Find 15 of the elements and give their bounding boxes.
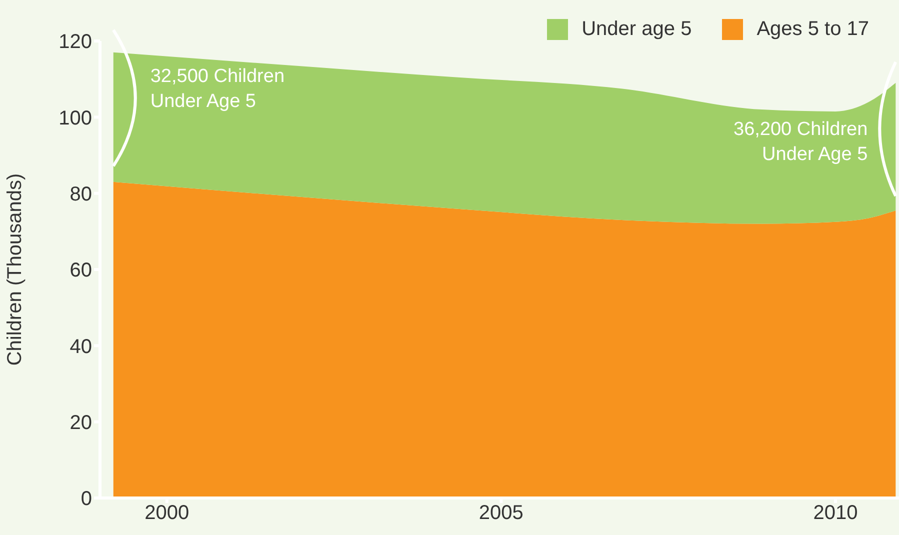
legend-label: Under age 5 [580,18,692,41]
legend-label: Ages 5 to 17 [756,18,869,41]
y-axis-title: Children (Thousands) [4,173,26,366]
y-tick-label: 120 [58,31,92,54]
x-tick-label: 2010 [813,502,858,524]
y-tick-label: 60 [70,260,92,282]
y-tick-label: 80 [70,183,92,206]
annotation: 36,200 Children Under Age 5 [734,118,868,167]
x-tick-label: 2005 [478,502,524,524]
y-tick-label: 0 [80,488,92,510]
x-tick-label: 2000 [144,502,190,524]
annotation: 32,500 Children Under Age 5 [150,65,285,114]
y-tick-label: 20 [70,412,92,434]
y-tick-label: 100 [58,107,92,130]
y-tick-label: 40 [70,336,92,358]
